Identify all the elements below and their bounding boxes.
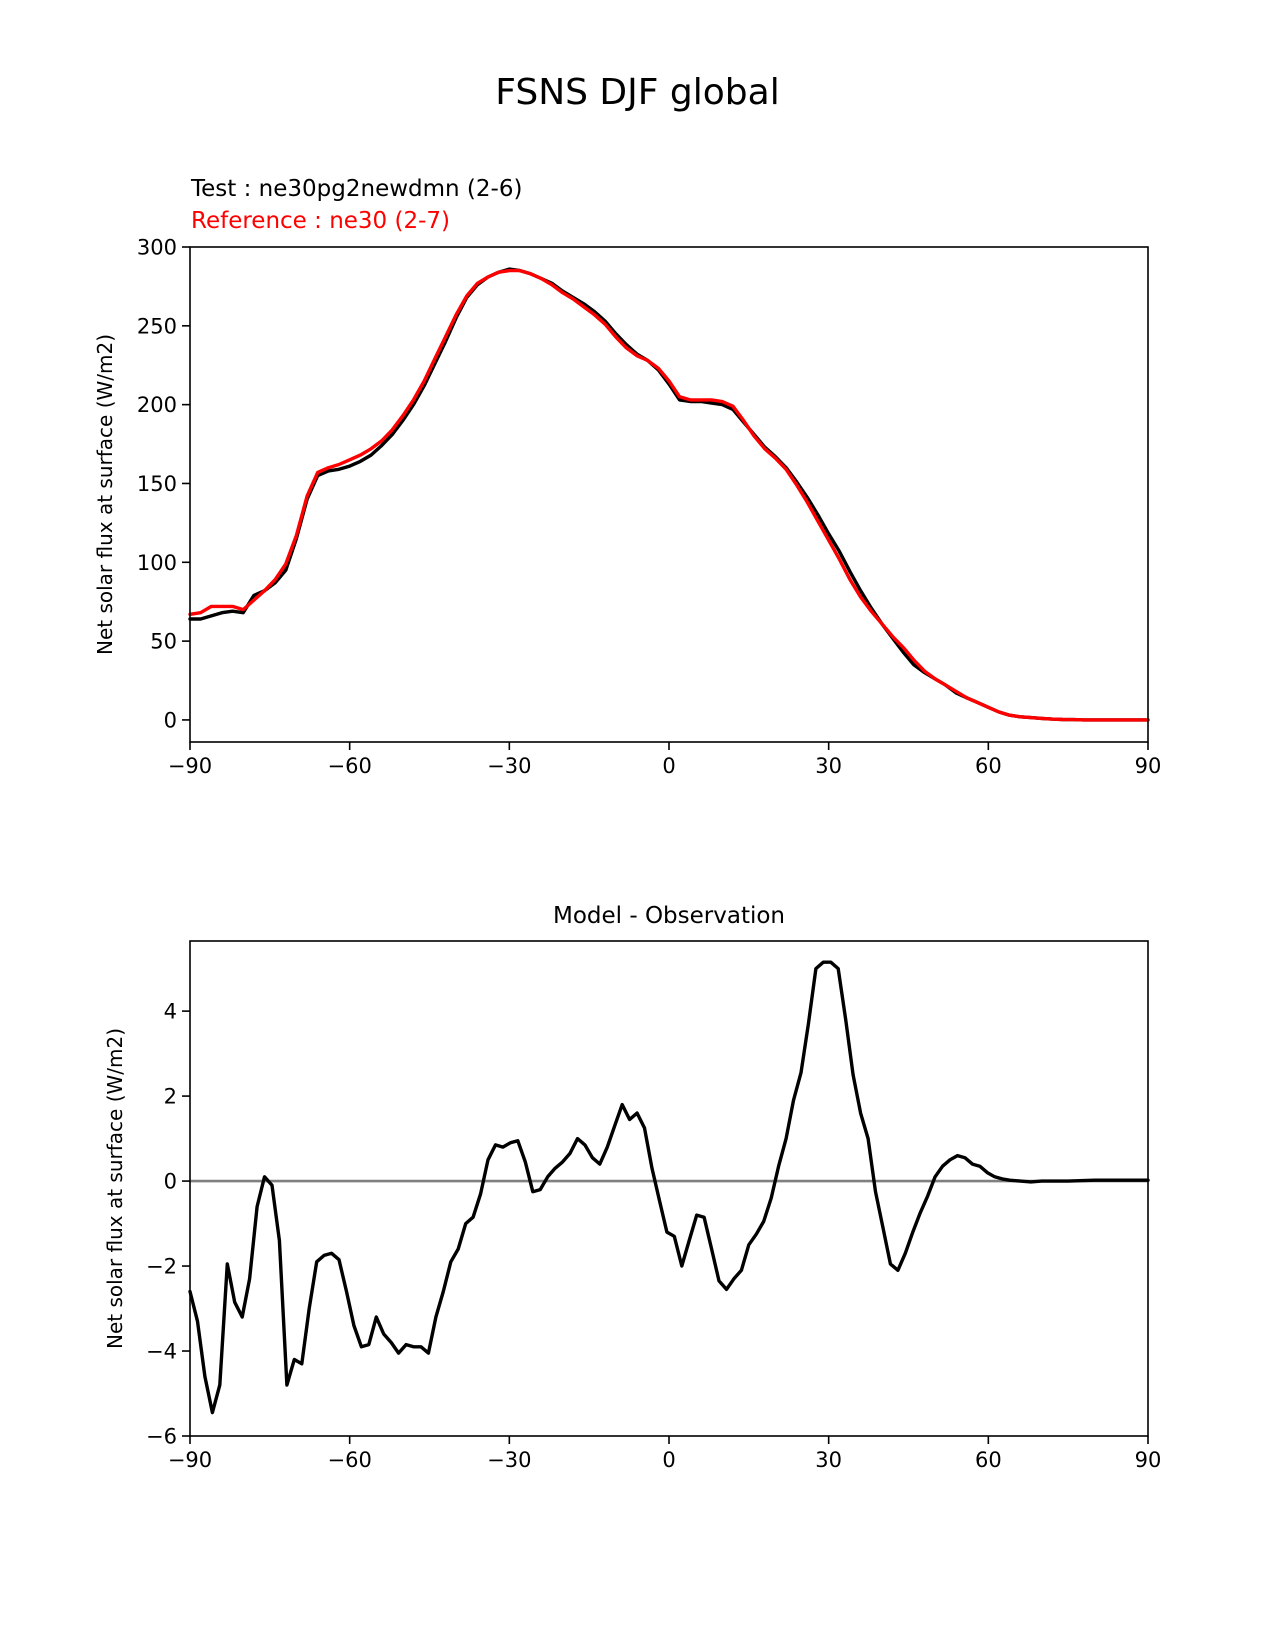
- difference-chart-title: Model - Observation: [552, 903, 786, 929]
- bottom-xtick-label: 0: [662, 1448, 675, 1472]
- top-series-test-line: [188, 267, 1150, 722]
- top-chart-ylabel: Net solar flux at surface (W/m2): [93, 334, 117, 655]
- bottom-chart: −90 −60 −30 0 30 60 90 −6 −4 −2 0 2 4 Net solar flux …: [103, 940, 1162, 1472]
- bottom-axes-frame: [189, 940, 1149, 1437]
- top-xtick-label: 30: [815, 754, 842, 778]
- bottom-chart-ylabel: Net solar flux at surface (W/m2): [103, 1028, 127, 1349]
- top-chart: −90 −60 −30 0 30 60 90 0 50 100 150 200 250 300 Net so…: [93, 236, 1161, 779]
- top-xtick-label: −30: [487, 754, 531, 778]
- top-ytick-label: 150: [137, 472, 177, 496]
- top-axes-frame: [189, 246, 1149, 743]
- top-ytick-label: 0: [164, 708, 177, 732]
- top-ytick-label: 100: [137, 551, 177, 575]
- top-xtick-label: 60: [975, 754, 1002, 778]
- top-xtick-label: 90: [1135, 754, 1162, 778]
- bottom-xtick-label: 60: [975, 1448, 1002, 1472]
- bottom-ytick-label: −6: [146, 1425, 177, 1449]
- bottom-ytick-label: 4: [164, 1000, 177, 1024]
- bottom-xtick-label: −90: [168, 1448, 212, 1472]
- top-ytick-label: 300: [137, 236, 177, 260]
- top-ytick-label: 50: [150, 630, 177, 654]
- bottom-xtick-label: −30: [487, 1448, 531, 1472]
- bottom-xtick-label: −60: [328, 1448, 372, 1472]
- top-xtick-label: −60: [328, 754, 372, 778]
- bottom-series-model-minus-obs-line: [188, 960, 1150, 1415]
- top-xtick-label: 0: [662, 754, 675, 778]
- figure-title: FSNS DJF global: [495, 72, 780, 113]
- top-xtick-label: −90: [168, 754, 212, 778]
- bottom-ytick-label: −4: [146, 1340, 177, 1364]
- top-series-reference-line: [188, 268, 1150, 722]
- test-label: Test : ne30pg2newdmn (2-6): [191, 176, 523, 202]
- top-ytick-label: 200: [137, 393, 177, 417]
- bottom-ytick-label: 2: [164, 1085, 177, 1109]
- top-ytick-label: 250: [137, 314, 177, 338]
- bottom-ytick-label: 0: [164, 1170, 177, 1194]
- reference-label: Reference : ne30 (2-7): [191, 208, 451, 234]
- bottom-xtick-label: 30: [815, 1448, 842, 1472]
- bottom-xtick-label: 90: [1135, 1448, 1162, 1472]
- bottom-ytick-label: −2: [146, 1255, 177, 1279]
